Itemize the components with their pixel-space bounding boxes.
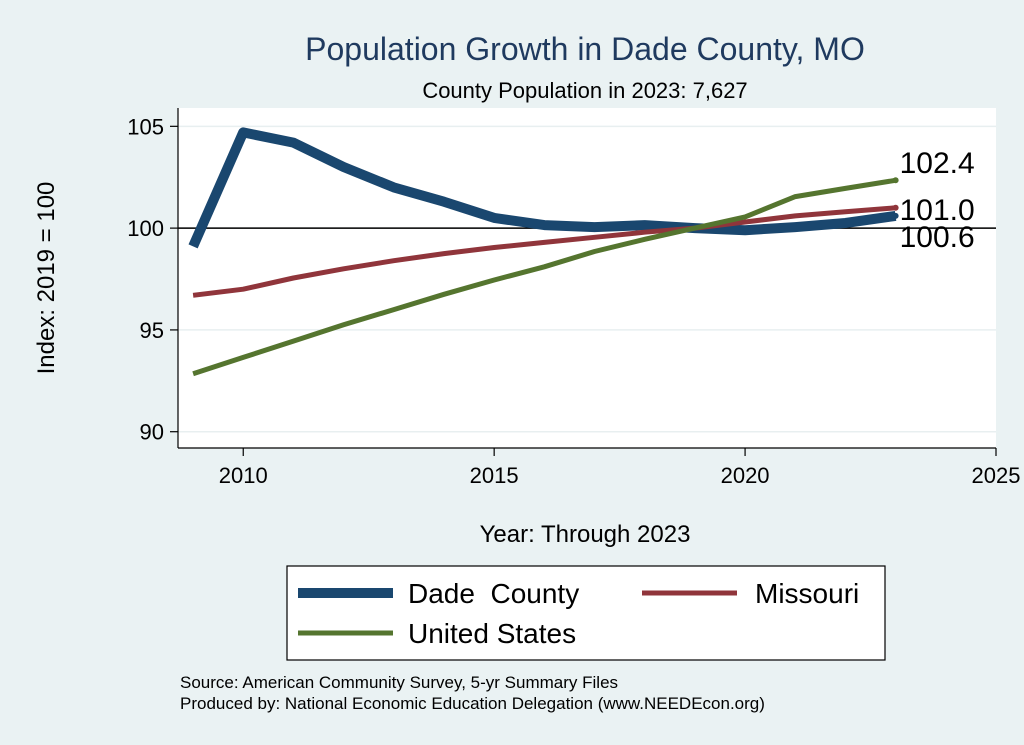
y-tick-label: 90 [140,420,164,445]
legend-label-1: Missouri [755,578,859,609]
y-axis-ticks: 90 95 100 105 [127,114,178,445]
x-tick-label: 2025 [972,463,1021,488]
x-tick-label: 2020 [721,463,770,488]
y-tick-label: 105 [127,114,164,139]
legend-label-2: United States [408,618,576,649]
axes [177,108,996,449]
source-line-1: Source: American Community Survey, 5-yr … [180,673,618,692]
y-axis-label: Index: 2019 = 100 [33,182,60,375]
x-tick-label: 2015 [470,463,519,488]
series-line-0 [188,127,897,249]
series-end-point-2 [892,177,899,184]
legend-box [286,565,886,661]
legend-label-0: Dade County [408,578,579,609]
chart-title: Population Growth in Dade County, MO [305,31,865,67]
end-label-1: 101.0 [900,194,975,227]
series-end-point-1 [892,204,899,211]
series-lines [188,127,899,377]
x-axis-ticks: 2010 2015 2020 2025 [219,448,1021,488]
x-axis-label: Year: Through 2023 [480,521,691,548]
legend: Dade County Missouri United States [286,565,886,661]
series-end-point-0 [892,212,899,219]
series-line-1 [192,205,896,298]
source-line-2: Produced by: National Economic Education… [180,694,765,713]
chart-subtitle: County Population in 2023: 7,627 [422,78,747,103]
x-tick-label: 2010 [219,463,268,488]
series-line-2 [192,177,896,377]
end-label-2: 102.4 [900,147,975,180]
y-tick-label: 100 [127,216,164,241]
y-tick-label: 95 [140,318,164,343]
end-label-0: 100.6 [900,221,975,254]
legend-items: Dade County Missouri United States [298,578,859,649]
plot-area [178,108,996,448]
